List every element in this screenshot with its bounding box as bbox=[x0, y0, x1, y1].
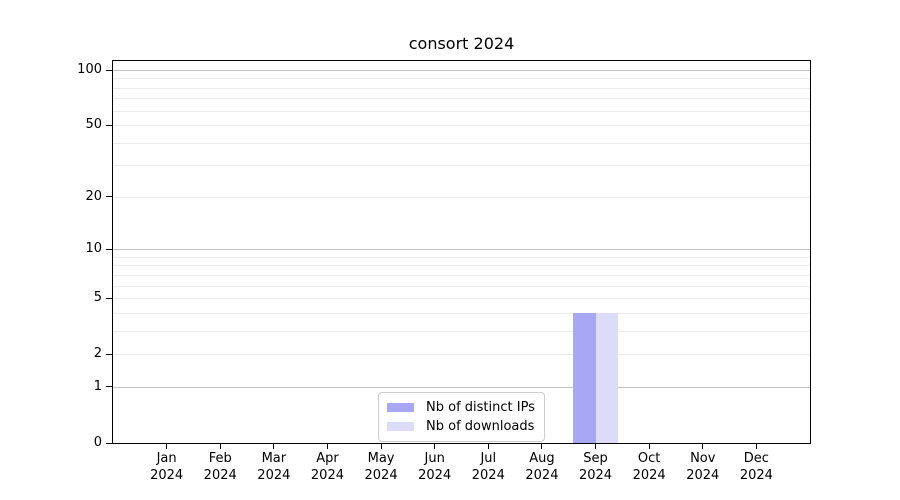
x-tick bbox=[755, 444, 757, 449]
y-tick bbox=[106, 248, 113, 250]
y-gridline-minor bbox=[113, 256, 810, 258]
x-tick bbox=[380, 444, 382, 449]
x-tick-label: Aug 2024 bbox=[525, 451, 559, 483]
legend-swatch-downloads bbox=[387, 422, 414, 431]
plot-area bbox=[112, 60, 811, 444]
y-tick bbox=[106, 196, 113, 198]
y-gridline-minor bbox=[113, 312, 810, 314]
x-tick-label: Feb 2024 bbox=[203, 451, 237, 483]
y-gridline-minor bbox=[113, 78, 810, 80]
y-tick-label: 100 bbox=[77, 62, 102, 77]
x-tick bbox=[326, 444, 328, 449]
x-tick-label: Mar 2024 bbox=[257, 451, 291, 483]
x-tick-label: Oct 2024 bbox=[632, 451, 666, 483]
y-gridline-minor bbox=[113, 298, 810, 300]
x-tick-label: Dec 2024 bbox=[739, 451, 773, 483]
y-tick-label: 5 bbox=[93, 290, 102, 306]
y-gridline-minor bbox=[113, 98, 810, 100]
x-tick bbox=[219, 444, 221, 449]
legend-item-downloads: Nb of downloads bbox=[387, 418, 535, 435]
bar-nb-of-downloads bbox=[595, 312, 619, 443]
y-tick bbox=[106, 442, 113, 444]
y-tick bbox=[106, 69, 113, 71]
y-gridline-minor bbox=[113, 165, 810, 167]
x-tick bbox=[487, 444, 489, 449]
y-tick-label: 0 bbox=[93, 435, 102, 450]
y-tick bbox=[106, 297, 113, 299]
chart-title: consort 2024 bbox=[408, 34, 515, 53]
y-gridline-minor bbox=[113, 354, 810, 356]
x-tick-label: Jun 2024 bbox=[418, 451, 452, 483]
bar-nb-of-distinct-ips bbox=[573, 312, 596, 443]
y-tick bbox=[106, 386, 113, 388]
y-gridline-minor bbox=[113, 274, 810, 276]
x-tick bbox=[273, 444, 275, 449]
y-gridline-minor bbox=[113, 285, 810, 287]
x-tick-label: Jul 2024 bbox=[471, 451, 505, 483]
x-tick bbox=[541, 444, 543, 449]
legend: Nb of distinct IPs Nb of downloads bbox=[378, 392, 545, 442]
y-tick bbox=[106, 124, 113, 126]
y-tick-label: 2 bbox=[93, 346, 102, 362]
x-tick bbox=[702, 444, 704, 449]
y-gridline-minor bbox=[113, 125, 810, 127]
legend-label-distinct-ips: Nb of distinct IPs bbox=[426, 400, 535, 415]
y-tick-label: 10 bbox=[85, 241, 102, 257]
y-gridline-major bbox=[113, 249, 810, 251]
x-tick-label: Nov 2024 bbox=[686, 451, 720, 483]
legend-label-downloads: Nb of downloads bbox=[426, 419, 535, 434]
x-tick-label: May 2024 bbox=[364, 451, 398, 483]
y-gridline-minor bbox=[113, 330, 810, 332]
y-gridline-minor bbox=[113, 142, 810, 144]
x-tick-label: Apr 2024 bbox=[310, 451, 344, 483]
y-gridline-minor bbox=[113, 265, 810, 267]
y-tick bbox=[106, 353, 113, 355]
x-tick bbox=[595, 444, 597, 449]
y-gridline-major bbox=[113, 70, 810, 71]
y-gridline-minor bbox=[113, 196, 810, 198]
legend-item-distinct-ips: Nb of distinct IPs bbox=[387, 399, 535, 416]
x-tick-label: Jan 2024 bbox=[150, 451, 184, 483]
legend-swatch-distinct-ips bbox=[387, 403, 414, 412]
y-tick-label: 1 bbox=[93, 378, 102, 394]
y-tick-label: 20 bbox=[85, 188, 102, 204]
y-gridline-minor bbox=[113, 110, 810, 112]
x-tick bbox=[166, 444, 168, 449]
x-tick-label: Sep 2024 bbox=[578, 451, 613, 483]
x-tick bbox=[648, 444, 650, 449]
y-gridline-minor bbox=[113, 87, 810, 89]
y-gridline-major bbox=[113, 386, 810, 388]
x-tick bbox=[434, 444, 436, 449]
y-tick-label: 50 bbox=[85, 117, 102, 133]
